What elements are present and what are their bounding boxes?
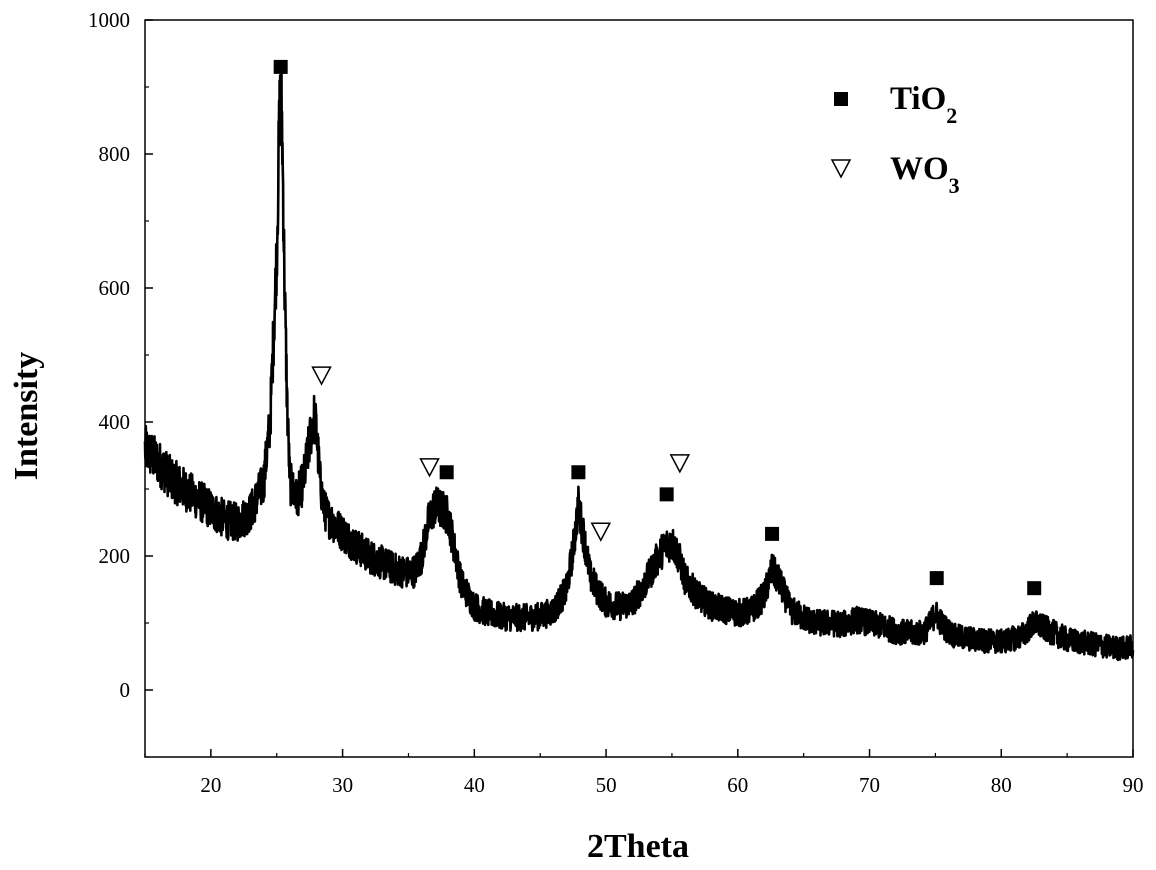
x-tick-label: 20 [200,773,221,797]
x-tick-label: 80 [991,773,1012,797]
x-tick-label: 90 [1123,773,1144,797]
wo3-peak-marker [592,523,610,540]
y-tick-label: 200 [99,544,131,568]
legend-subscript: 3 [949,173,960,198]
y-tick-label: 400 [99,410,131,434]
y-tick-label: 800 [99,142,131,166]
y-tick-label: 1000 [88,8,130,32]
wo3-peak-marker [671,455,689,472]
x-axis-title: 2Theta [587,828,689,865]
legend-label: WO3 [890,151,960,198]
y-tick-label: 600 [99,276,131,300]
x-tick-label: 40 [464,773,485,797]
tio2-peak-marker [274,60,288,74]
series-layer [145,71,1133,660]
legend: TiO2 WO3 [832,81,960,198]
x-tick-label: 30 [332,773,353,797]
x-tick-label: 60 [727,773,748,797]
tio2-peak-marker [440,465,454,479]
tio2-peak-marker [765,527,779,541]
x-tick-label: 70 [859,773,880,797]
tio2-peak-marker [660,487,674,501]
annotation-layer [274,60,1042,595]
y-tick-label: 0 [120,678,131,702]
tio2-peak-marker [1027,581,1041,595]
x-tick-label: 50 [596,773,617,797]
series-line [145,71,1133,660]
y-axis-title: Intensity [8,352,45,480]
legend-tio2-marker [834,92,848,106]
xrd-chart: 20 30 40 50 60 70 80 90 0 200 400 600 800 1000 TiO2 WO… [0,0,1156,865]
tio2-peak-marker [571,465,585,479]
tio2-peak-marker [930,571,944,585]
wo3-peak-marker [421,459,439,476]
axes-layer: 20 30 40 50 60 70 80 90 0 200 400 600 800 1000 [88,8,1144,797]
legend-subscript: 2 [946,103,957,128]
legend-wo3-marker [832,160,850,177]
wo3-peak-marker [313,367,331,384]
chart-svg: 20 30 40 50 60 70 80 90 0 200 400 600 800 1000 TiO2 WO… [0,0,1156,865]
legend-label: TiO2 [890,81,957,128]
